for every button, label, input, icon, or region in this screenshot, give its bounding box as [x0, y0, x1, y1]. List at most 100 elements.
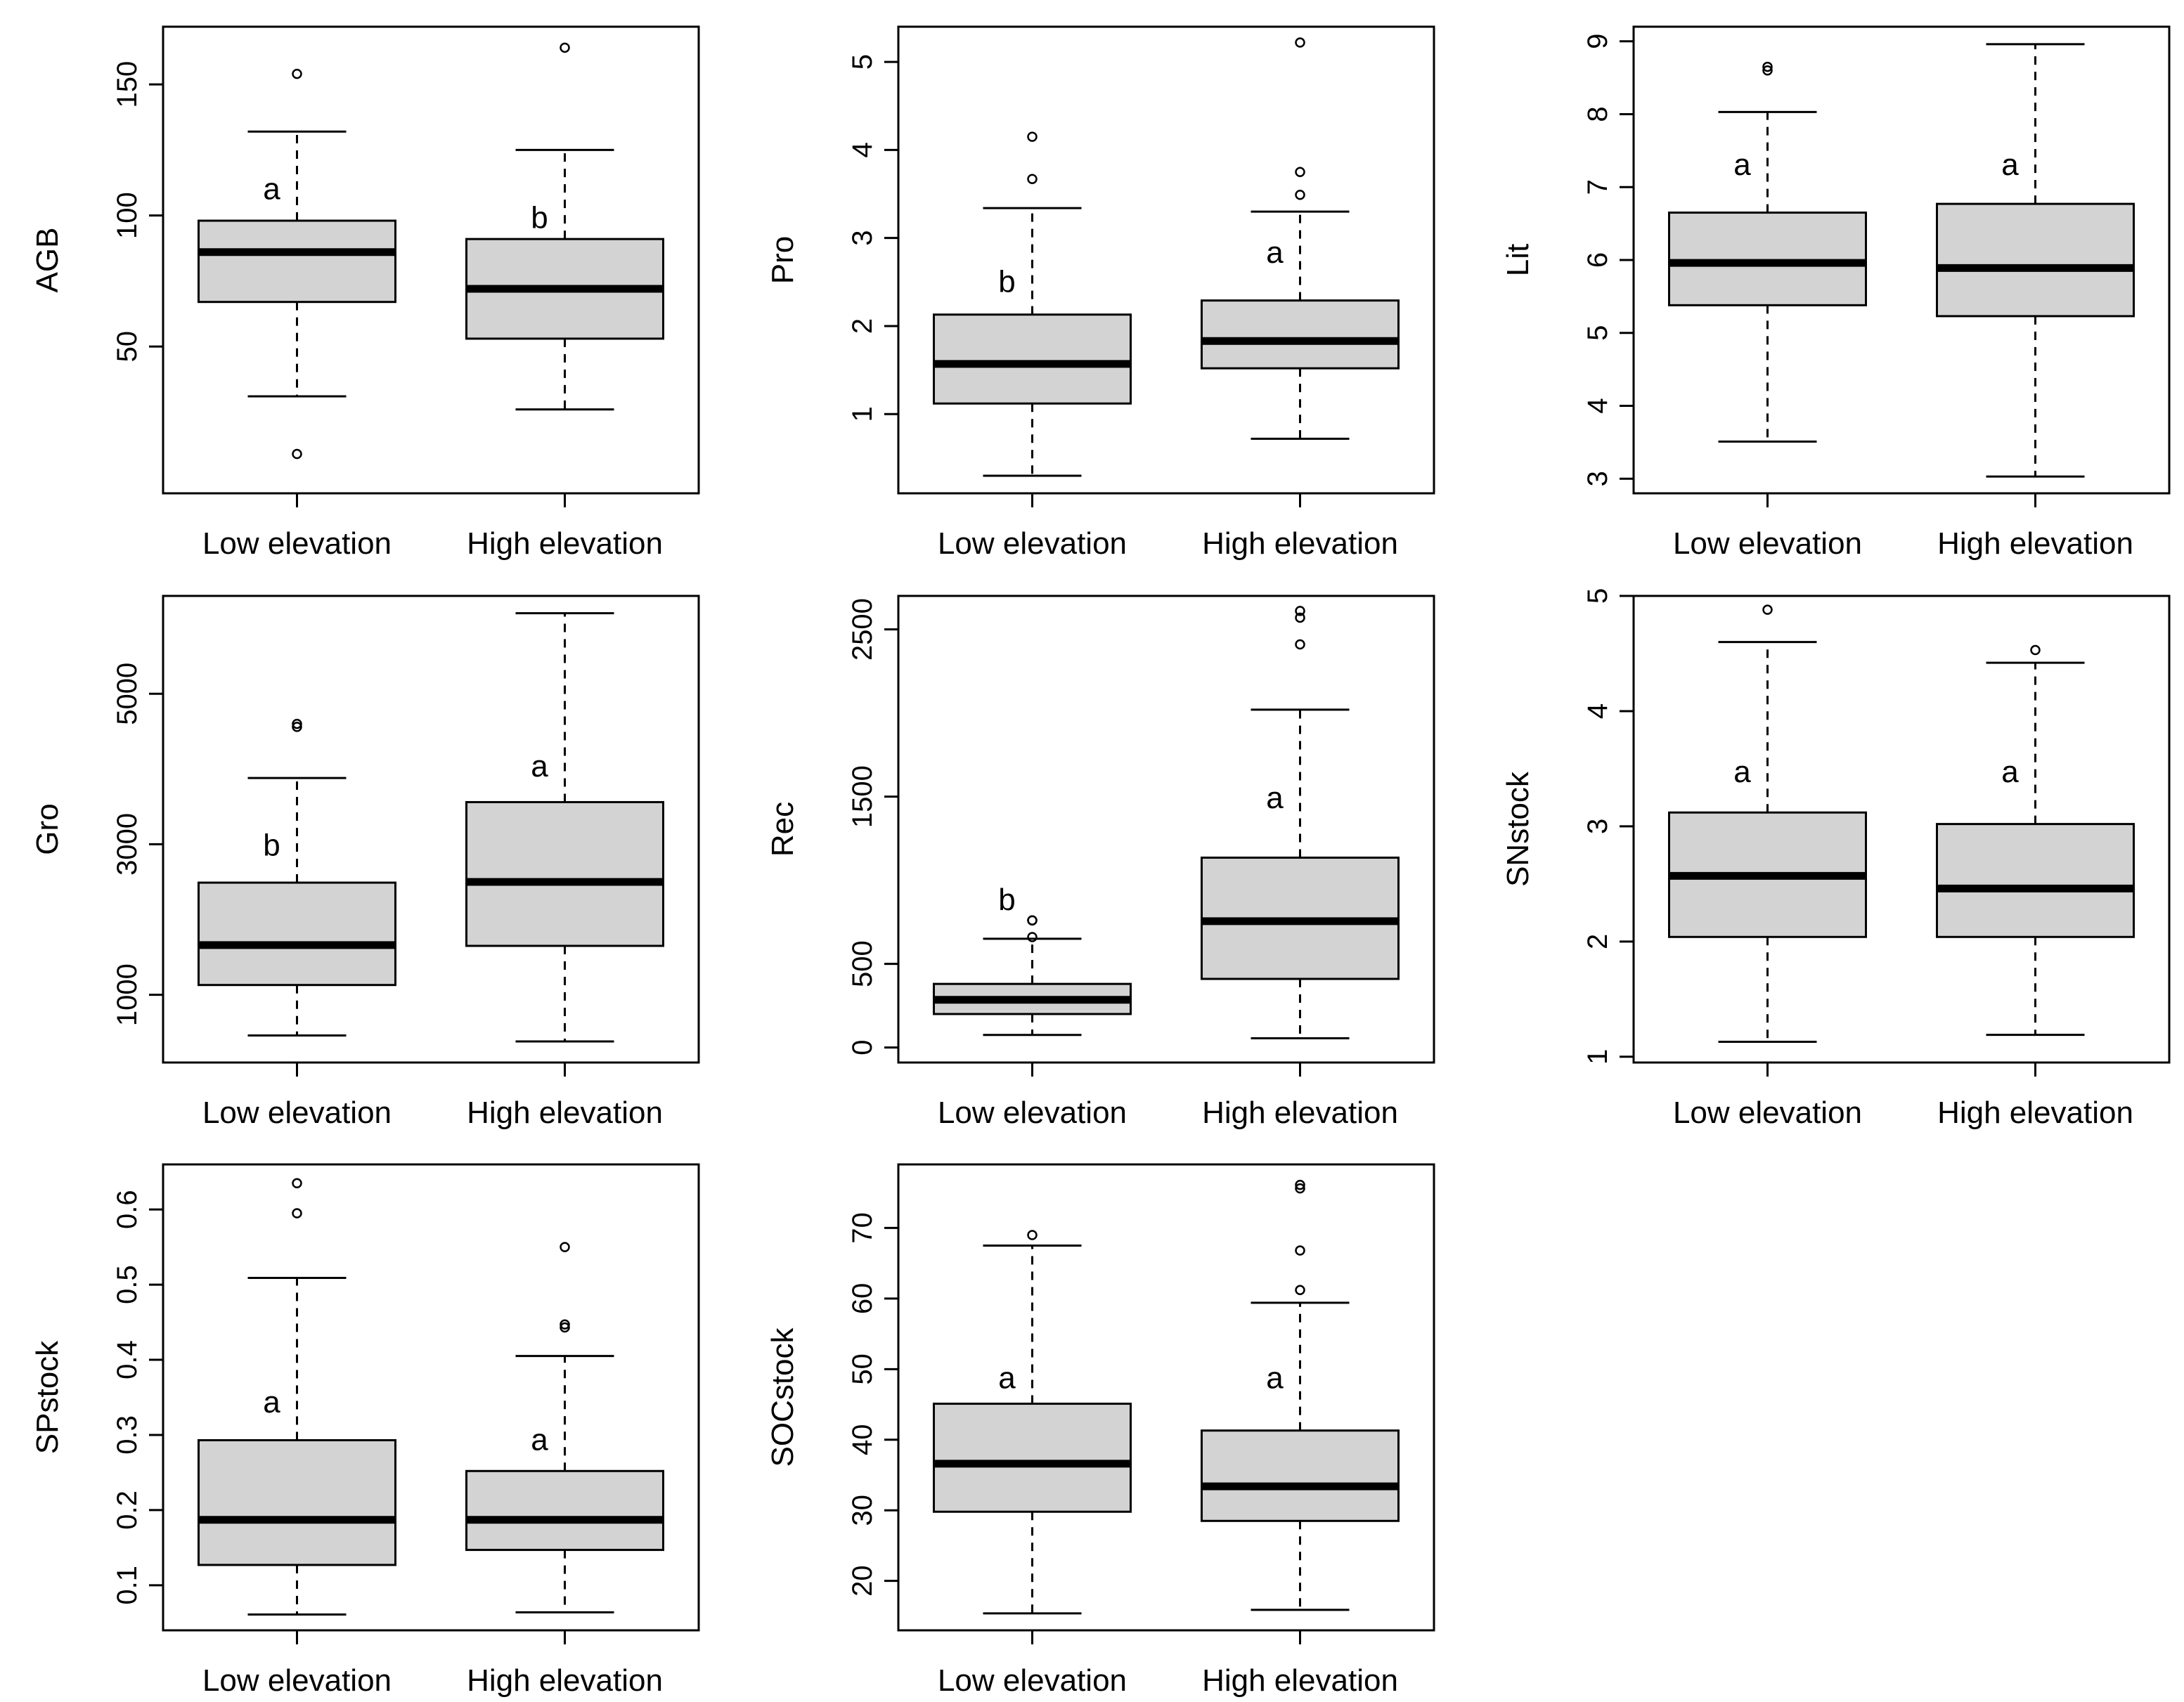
outlier-point — [292, 448, 302, 460]
panel-spstock: 0.1 0.2 0.3 0.4 0.5 0.6 SPstock Low elevation Hi… — [30, 1163, 700, 1698]
y-axis-label: Rec — [765, 802, 800, 857]
y-axis-label: SNstock — [1501, 771, 1535, 887]
iqr-box — [198, 1438, 396, 1566]
y-tick-label: 0.5 — [112, 1265, 143, 1304]
y-tick-label: 3000 — [112, 813, 143, 876]
y-tick-label: 3 — [847, 230, 878, 246]
outlier-point — [560, 1242, 570, 1252]
y-tick-label: 2 — [847, 318, 878, 334]
y-tick-label: 9 — [1582, 34, 1613, 49]
x-tick-label: Low elevation — [938, 526, 1127, 561]
x-tick-label: High elevation — [467, 1096, 663, 1130]
box-group-high-elevation: a — [465, 612, 664, 1043]
outlier-point — [1295, 1179, 1305, 1190]
panel-snstock: 1 2 3 4 5 SNstock Low elevation High elevation a… — [1501, 588, 2171, 1130]
box-group-low-elevation: b — [933, 883, 1132, 1037]
y-tick-label: 70 — [847, 1212, 878, 1244]
outlier-point — [1027, 1230, 1038, 1240]
box-group-high-elevation: a — [1201, 1179, 1400, 1611]
box-group-low-elevation: b — [933, 131, 1132, 477]
y-tick-label: 8 — [1582, 106, 1613, 122]
outlier-point — [1295, 37, 1305, 48]
plot-frame — [897, 595, 1435, 1064]
y-tick-label: 5000 — [112, 663, 143, 725]
y-axis-label: Gro — [30, 803, 65, 855]
outlier-point — [292, 1178, 302, 1188]
iqr-box — [1201, 1429, 1400, 1522]
outlier-point — [1027, 915, 1038, 925]
iqr-box — [1668, 212, 1867, 306]
y-tick-label: 1000 — [112, 963, 143, 1026]
box-group-high-elevation: a — [1936, 43, 2135, 478]
box-group-high-elevation: a — [1201, 37, 1400, 440]
outlier-point — [1027, 174, 1038, 184]
y-tick-label: 0.2 — [112, 1490, 143, 1530]
outlier-point — [292, 722, 302, 732]
y-tick-label: 50 — [847, 1353, 878, 1385]
x-tick-label: High elevation — [1202, 1663, 1398, 1698]
panel-gro: 1000 3000 5000 Gro Low elevation High elevati… — [30, 595, 700, 1130]
x-tick-label: Low elevation — [1673, 1096, 1862, 1130]
significance-letter: a — [1733, 148, 1751, 182]
significance-letter: a — [531, 1422, 548, 1457]
y-axis-label: Lit — [1501, 244, 1535, 276]
outlier-point — [1762, 65, 1773, 76]
box-group-high-elevation: a — [1201, 606, 1400, 1039]
plot-frame — [162, 595, 700, 1064]
panel-socstock: 20 30 40 50 60 70 SOCstock Low elevation High el… — [765, 1163, 1435, 1698]
outlier-point — [292, 1208, 302, 1219]
plot-frame — [897, 25, 1435, 495]
x-tick-label: High elevation — [1202, 1096, 1398, 1130]
significance-letter: b — [998, 883, 1015, 917]
panel-pro: 1 2 3 4 5 Pro Low elevation High elevation b a — [765, 25, 1435, 561]
iqr-box — [933, 313, 1132, 405]
y-tick-label: 3 — [1582, 819, 1613, 834]
y-tick-label: 3 — [1582, 471, 1613, 486]
iqr-box — [1936, 202, 2135, 318]
outlier-point — [1295, 1245, 1305, 1256]
outlier-point — [1762, 604, 1773, 615]
x-tick-label: Low elevation — [1673, 526, 1862, 561]
box-group-low-elevation: a — [933, 1230, 1132, 1615]
y-axis-label: SOCstock — [765, 1327, 800, 1467]
x-tick-label: Low elevation — [938, 1663, 1127, 1698]
y-tick-label: 2500 — [847, 598, 878, 661]
outlier-point — [560, 1322, 570, 1333]
x-tick-label: Low elevation — [938, 1096, 1127, 1130]
outlier-point — [1027, 932, 1038, 942]
y-tick-label: 0.6 — [112, 1190, 143, 1229]
iqr-box — [198, 219, 396, 304]
panel-agb: 50 100 150 AGB Low elevation High elevation a b — [30, 25, 700, 561]
outlier-point — [1295, 612, 1305, 623]
outlier-point — [560, 42, 570, 53]
y-tick-label: 60 — [847, 1283, 878, 1315]
outlier-point — [1295, 190, 1305, 200]
box-group-high-elevation: a — [1936, 644, 2135, 1037]
box-group-low-elevation: b — [198, 718, 396, 1037]
y-tick-label: 1 — [1582, 1049, 1613, 1065]
y-tick-label: 4 — [847, 142, 878, 157]
outlier-point — [1295, 1285, 1305, 1296]
iqr-box — [198, 881, 396, 987]
significance-letter: a — [1733, 755, 1751, 789]
significance-letter: a — [263, 171, 280, 206]
iqr-box — [933, 1403, 1132, 1513]
panel-rec: 0 500 1500 2500 Rec Low elevation High elevati… — [765, 595, 1435, 1130]
y-tick-label: 7 — [1582, 179, 1613, 195]
significance-letter: a — [1266, 235, 1284, 270]
outlier-point — [292, 718, 302, 729]
outlier-point — [1295, 1183, 1305, 1194]
box-group-high-elevation: b — [465, 42, 664, 411]
outlier-point — [2030, 644, 2041, 656]
x-tick-label: High elevation — [467, 526, 663, 561]
y-tick-label: 0 — [847, 1039, 878, 1055]
y-tick-label: 100 — [112, 192, 143, 239]
outlier-point — [292, 68, 302, 79]
y-tick-label: 5 — [847, 54, 878, 70]
plot-frame — [897, 1163, 1435, 1632]
box-group-high-elevation: a — [465, 1242, 664, 1613]
significance-letter: a — [1266, 781, 1284, 815]
significance-letter: a — [2001, 755, 2019, 789]
y-tick-label: 0.3 — [112, 1415, 143, 1455]
